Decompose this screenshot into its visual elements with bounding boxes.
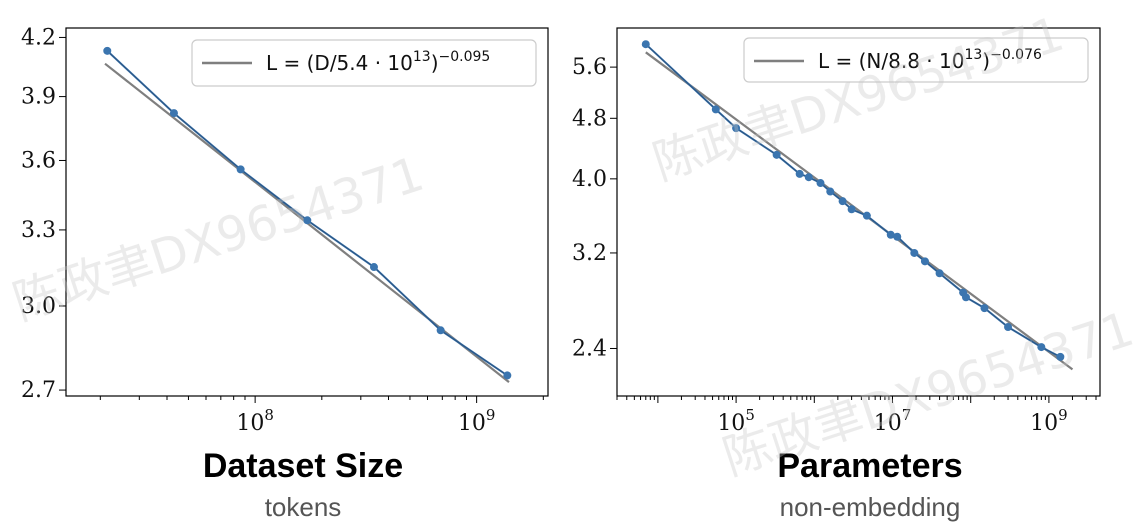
y-tick-label: 4.0 xyxy=(572,167,607,192)
x-tick-exponent: 8 xyxy=(264,406,274,424)
legend-close-paren: ) xyxy=(431,51,439,75)
data-point xyxy=(886,230,895,239)
x-tick-base: 10 xyxy=(717,411,745,436)
legend-main-exponent: 13 xyxy=(413,49,431,65)
dataset-size-chart: 108 109 2.73.03.33.63.94.2 L = (D/5.4 · 1… xyxy=(21,25,549,522)
y-tick-label: 3.6 xyxy=(21,148,56,173)
data-point xyxy=(961,293,970,302)
legend-exponent: −0.076 xyxy=(990,47,1042,63)
x-tick-label: 107 xyxy=(874,406,912,436)
data-point xyxy=(838,197,847,206)
data-point xyxy=(1056,352,1065,361)
x-tick-exponent: 9 xyxy=(486,406,496,424)
data-point xyxy=(436,326,445,335)
y-tick-label: 2.7 xyxy=(21,378,56,403)
x-tick-base: 10 xyxy=(874,411,902,436)
legend-main-exponent: 13 xyxy=(964,47,982,63)
y-tick-label: 2.4 xyxy=(572,336,607,361)
x-tick-label: 108 xyxy=(236,406,274,436)
legend: L = (N/8.8 · 1013)−0.076 xyxy=(743,37,1089,83)
data-point xyxy=(1004,323,1013,332)
legend-box xyxy=(743,37,1089,83)
x-tick-base: 10 xyxy=(1030,411,1058,436)
data-point xyxy=(920,257,929,266)
data-point xyxy=(862,211,871,220)
y-tick-label: 3.3 xyxy=(21,218,56,243)
legend-main: L = (D/5.4 · 10 xyxy=(266,51,413,75)
data-point xyxy=(169,109,178,118)
x-tick-base: 10 xyxy=(458,411,486,436)
data-point xyxy=(935,269,944,278)
x-tick-label: 109 xyxy=(1030,406,1068,436)
legend-box xyxy=(191,39,537,87)
legend-main: L = (N/8.8 · 10 xyxy=(818,49,964,73)
y-tick-label: 5.6 xyxy=(572,55,607,80)
data-series-shadow xyxy=(645,43,1061,358)
legend: L = (D/5.4 · 1013)−0.095 xyxy=(191,39,537,87)
legend-label: L = (N/8.8 · 1013)−0.076 xyxy=(818,47,1042,73)
data-point xyxy=(732,124,741,133)
data-point xyxy=(641,40,650,49)
x-tick-exponent: 5 xyxy=(745,406,755,424)
watermark-left: 陈政聿DX9654371 xyxy=(6,146,430,331)
x-tick-exponent: 9 xyxy=(1058,406,1068,424)
x-axis-sublabel: tokens xyxy=(265,492,342,522)
data-point xyxy=(303,216,312,225)
data-point xyxy=(804,173,813,182)
y-tick-label: 4.8 xyxy=(572,106,607,131)
data-point xyxy=(103,46,112,55)
y-tick-label: 3.2 xyxy=(572,241,607,266)
data-point xyxy=(369,263,378,272)
data-point xyxy=(503,371,512,380)
data-point xyxy=(980,304,989,313)
y-tick-label: 3.9 xyxy=(21,85,56,110)
data-point xyxy=(893,232,902,241)
data-point xyxy=(816,179,825,188)
legend-exponent: −0.095 xyxy=(439,49,491,65)
data-point xyxy=(236,165,245,174)
x-tick-label: 109 xyxy=(458,406,496,436)
data-point xyxy=(847,205,856,214)
legend-label: L = (D/5.4 · 1013)−0.095 xyxy=(266,49,490,75)
x-tick-base: 10 xyxy=(236,411,264,436)
x-axis-label: Parameters xyxy=(777,447,962,485)
data-point xyxy=(826,187,835,196)
fit-line xyxy=(645,51,1074,371)
plot-frame xyxy=(65,27,549,397)
data-point xyxy=(772,150,781,159)
data-point xyxy=(910,248,919,257)
legend-close-paren: ) xyxy=(982,49,990,73)
x-tick-label: 105 xyxy=(717,406,755,436)
x-axis-label: Dataset Size xyxy=(203,447,403,485)
parameters-chart: 105 107 109 2.43.24.04.85.6 L = (N/8.8 · 1… xyxy=(572,27,1101,522)
plot-frame xyxy=(616,27,1101,397)
y-tick-label: 3.0 xyxy=(21,294,56,319)
data-point xyxy=(711,105,720,114)
x-axis-sublabel: non-embedding xyxy=(780,492,961,522)
y-tick-label: 4.2 xyxy=(21,25,56,50)
data-point xyxy=(795,169,804,178)
data-point xyxy=(1037,343,1046,352)
x-tick-exponent: 7 xyxy=(902,406,912,424)
